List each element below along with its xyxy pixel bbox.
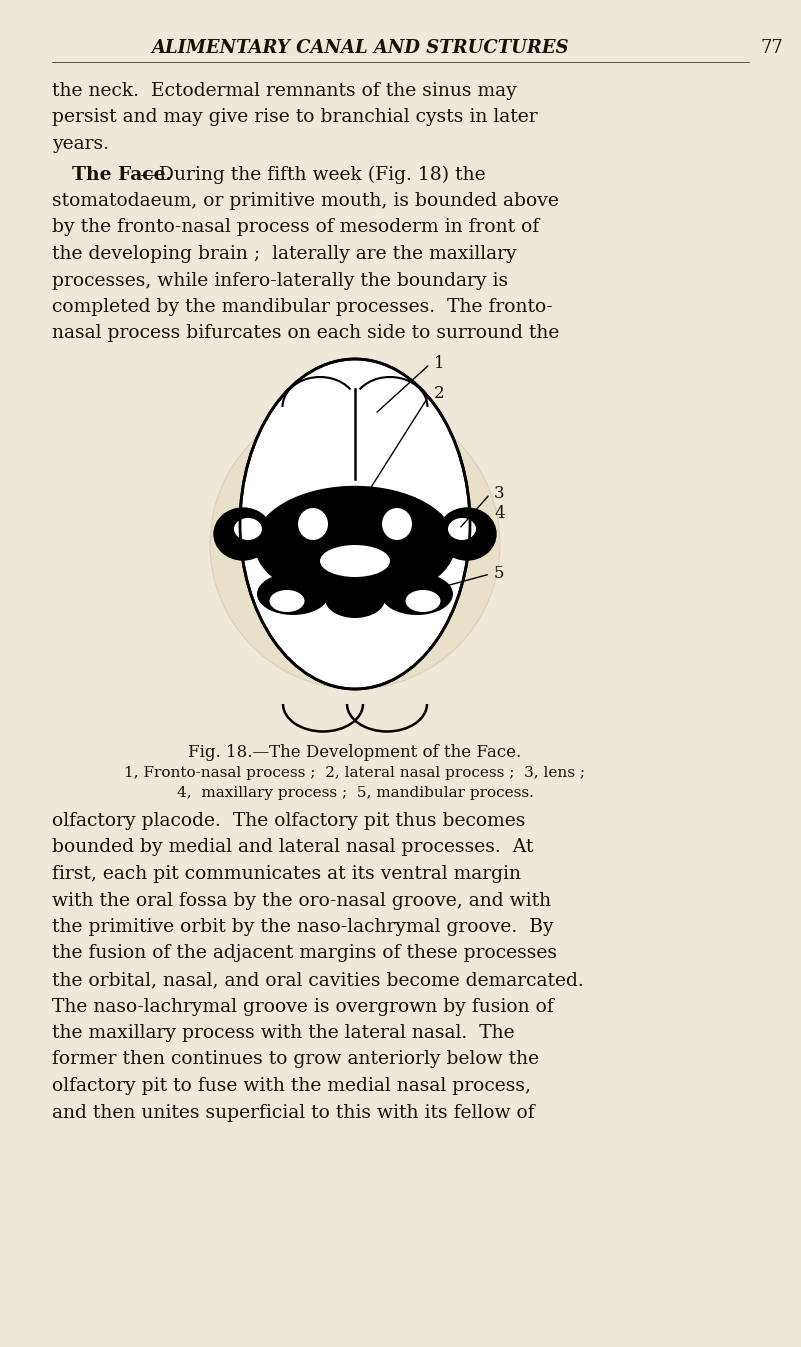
Text: stomatodaeum, or primitive mouth, is bounded above: stomatodaeum, or primitive mouth, is bou… (52, 193, 559, 210)
Text: The naso-lachrymal groove is overgrown by fusion of: The naso-lachrymal groove is overgrown b… (52, 998, 553, 1016)
Text: by the fronto-nasal process of mesoderm in front of: by the fronto-nasal process of mesoderm … (52, 218, 539, 237)
Ellipse shape (448, 519, 476, 540)
Text: 2: 2 (434, 385, 445, 403)
Ellipse shape (298, 508, 328, 540)
Text: and then unites superficial to this with its fellow of: and then unites superficial to this with… (52, 1103, 534, 1122)
Ellipse shape (382, 508, 412, 540)
Ellipse shape (214, 508, 272, 560)
Ellipse shape (390, 543, 430, 571)
Text: the orbital, nasal, and oral cavities become demarcated.: the orbital, nasal, and oral cavities be… (52, 971, 584, 989)
Ellipse shape (240, 360, 470, 690)
Text: nasal process bifurcates on each side to surround the: nasal process bifurcates on each side to… (52, 325, 559, 342)
Ellipse shape (269, 590, 304, 612)
Text: the fusion of the adjacent margins of these processes: the fusion of the adjacent margins of th… (52, 944, 557, 963)
Ellipse shape (255, 486, 455, 602)
Text: —During the fifth week (Fig. 18) the: —During the fifth week (Fig. 18) the (140, 166, 485, 183)
Text: completed by the mandibular processes.  The fronto-: completed by the mandibular processes. T… (52, 298, 553, 317)
Text: persist and may give rise to branchial cysts in later: persist and may give rise to branchial c… (52, 109, 537, 127)
Ellipse shape (381, 572, 453, 616)
Text: with the oral fossa by the oro-nasal groove, and with: with the oral fossa by the oro-nasal gro… (52, 892, 551, 909)
Text: first, each pit communicates at its ventral margin: first, each pit communicates at its vent… (52, 865, 521, 884)
Text: years.: years. (52, 135, 109, 154)
Ellipse shape (234, 519, 262, 540)
Ellipse shape (280, 543, 320, 571)
Text: Fig. 18.—The Development of the Face.: Fig. 18.—The Development of the Face. (188, 744, 521, 761)
Text: 4: 4 (494, 505, 505, 523)
Ellipse shape (320, 546, 390, 577)
Ellipse shape (405, 590, 441, 612)
Text: the developing brain ;  laterally are the maxillary: the developing brain ; laterally are the… (52, 245, 517, 263)
Text: The Face.: The Face. (72, 166, 172, 183)
Text: processes, while infero-laterally the boundary is: processes, while infero-laterally the bo… (52, 272, 508, 290)
Text: bounded by medial and lateral nasal processes.  At: bounded by medial and lateral nasal proc… (52, 838, 533, 857)
Text: 1, Fronto-nasal process ;  2, lateral nasal process ;  3, lens ;: 1, Fronto-nasal process ; 2, lateral nas… (124, 766, 586, 780)
Text: 3: 3 (494, 485, 505, 502)
Text: former then continues to grow anteriorly below the: former then continues to grow anteriorly… (52, 1051, 539, 1068)
Ellipse shape (325, 581, 385, 618)
Ellipse shape (438, 508, 496, 560)
Ellipse shape (257, 572, 329, 616)
Text: the maxillary process with the lateral nasal.  The: the maxillary process with the lateral n… (52, 1024, 514, 1043)
Text: the primitive orbit by the naso-lachrymal groove.  By: the primitive orbit by the naso-lachryma… (52, 919, 553, 936)
Text: 1: 1 (434, 356, 445, 373)
Text: olfactory pit to fuse with the medial nasal process,: olfactory pit to fuse with the medial na… (52, 1078, 531, 1095)
Text: ALIMENTARY CANAL AND STRUCTURES: ALIMENTARY CANAL AND STRUCTURES (151, 39, 569, 57)
Text: the neck.  Ectodermal remnants of the sinus may: the neck. Ectodermal remnants of the sin… (52, 82, 517, 100)
Text: 77: 77 (760, 39, 783, 57)
Text: 4,  maxillary process ;  5, mandibular process.: 4, maxillary process ; 5, mandibular pro… (176, 787, 533, 800)
Text: 5: 5 (494, 566, 505, 582)
Ellipse shape (346, 501, 364, 521)
Ellipse shape (210, 399, 500, 690)
Text: olfactory placode.  The olfactory pit thus becomes: olfactory placode. The olfactory pit thu… (52, 812, 525, 830)
